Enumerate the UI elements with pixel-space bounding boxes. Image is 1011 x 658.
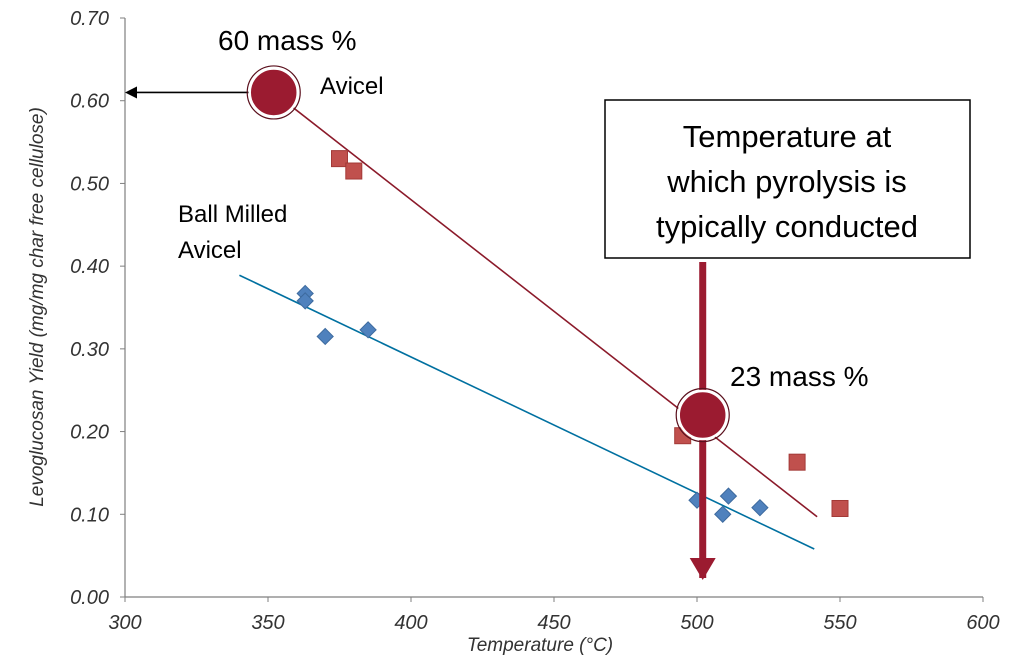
avicel-data-point (331, 150, 348, 168)
annotation-box-line-1: Temperature at (683, 119, 892, 154)
x-tick-label: 450 (537, 612, 570, 634)
x-tick-label: 400 (394, 612, 427, 634)
x-tick-label: 350 (251, 612, 284, 634)
annotation-box (604, 99, 971, 259)
y-tick-label: 0.70 (70, 8, 109, 30)
y-axis-title: Levoglucosan Yield (mg/mg char free cell… (27, 107, 48, 507)
avicel-trendline (273, 91, 818, 518)
top-mass-annotation: 60 mass % (218, 25, 357, 56)
highlight-circle-60-mass (248, 67, 299, 118)
x-tick-label: 500 (680, 612, 713, 634)
x-tick-label: 550 (823, 612, 856, 634)
y-tick-label: 0.50 (70, 173, 109, 195)
avicel-series-label: Avicel (320, 73, 384, 100)
ball-milled-data-point (751, 498, 769, 517)
y-tick-label: 0.30 (70, 339, 109, 361)
ball-milled-trendline (239, 274, 815, 550)
annotation-box-line-2: which pyrolysis is (666, 164, 906, 199)
low-mass-annotation: 23 mass % (730, 361, 869, 392)
ball-milled-label-line-2: Avicel (178, 237, 242, 264)
avicel-data-point (788, 453, 806, 471)
y-tick-label: 0.00 (70, 587, 109, 609)
y-tick-label: 0.60 (70, 91, 109, 113)
avicel-data-point (345, 162, 363, 180)
avicel-data-point (831, 499, 849, 517)
x-axis-title: Temperature (°C) (467, 635, 613, 656)
ball-milled-data-point (316, 327, 334, 346)
ball-milled-data-point (719, 487, 738, 505)
data-points-layer (296, 150, 849, 523)
ticks-layer: 300 350 400 450 500 550 600 0.00 0.10 0.20 0.30 0.4… (70, 8, 1000, 634)
x-tick-label: 600 (966, 612, 999, 634)
y-tick-label: 0.40 (70, 256, 109, 278)
ball-milled-data-point (714, 505, 732, 523)
x-tick-label: 300 (108, 612, 141, 634)
trendlines-layer (239, 91, 818, 550)
ball-milled-label-line-1: Ball Milled (178, 201, 287, 228)
ball-milled-data-point (359, 321, 377, 339)
highlight-circle-outline (246, 65, 301, 120)
y-tick-label: 0.10 (70, 504, 109, 526)
ball-milled-data-point (296, 292, 314, 310)
highlight-circle-outline (675, 387, 730, 443)
y-tick-label: 0.20 (70, 422, 109, 444)
annotation-box-line-3: typically conducted (656, 209, 918, 244)
highlight-layer (125, 65, 730, 580)
highlight-circle-23-mass (677, 389, 728, 441)
